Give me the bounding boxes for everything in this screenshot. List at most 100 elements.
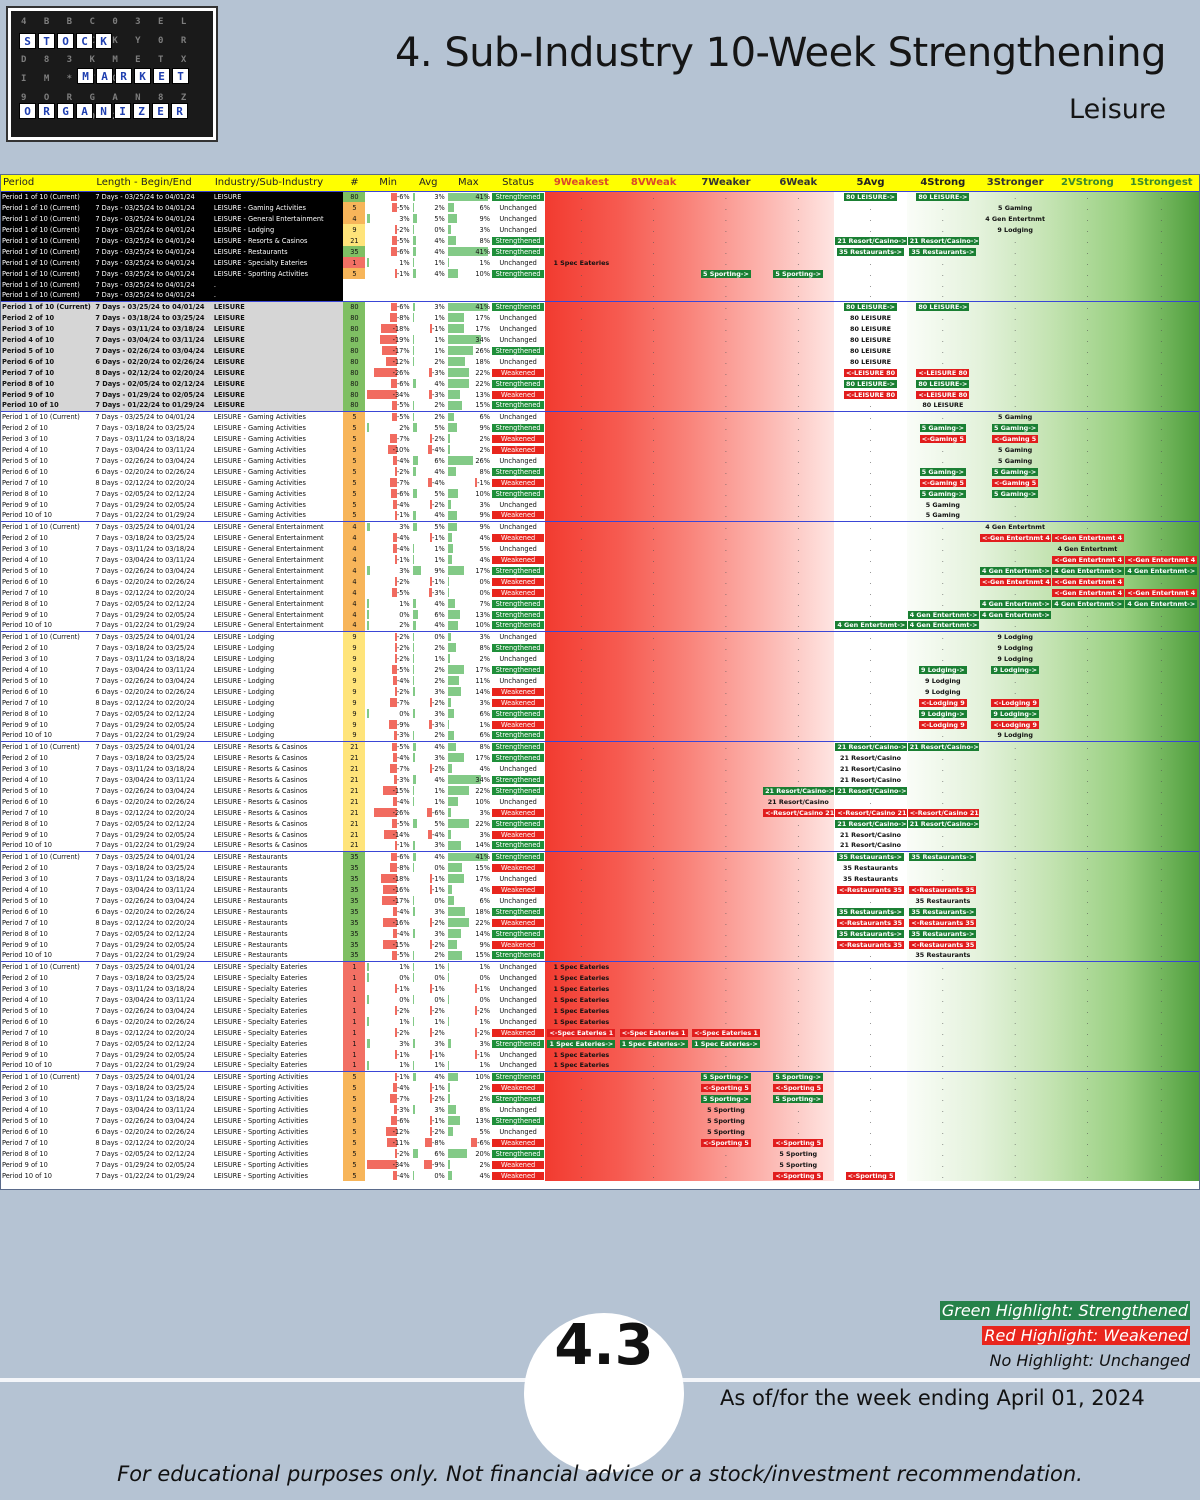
industry-cell: LEISURE - General Entertainment <box>213 566 324 575</box>
industry-cell: LEISURE - Resorts & Casinos <box>213 753 308 762</box>
value-bar <box>395 555 397 564</box>
zone-cell: <-Gen Entertnmt 4 <box>978 576 1052 587</box>
min-cell: -8% <box>365 862 410 873</box>
min-cell: 0% <box>365 708 410 719</box>
zone-cell: . <box>689 576 763 587</box>
min-cell: -4% <box>365 532 410 543</box>
zone-cell: . <box>617 983 690 994</box>
period-cell: Period 10 of 10 <box>1 400 95 411</box>
zone-tag: <-Sporting 5 <box>773 1083 824 1092</box>
value-bar <box>412 192 416 201</box>
zone-cell: . <box>1051 796 1124 807</box>
value-bar <box>388 720 397 729</box>
column-header: Period <box>1 175 95 191</box>
count-cell: 21 <box>343 235 366 246</box>
value-bar <box>447 258 450 267</box>
zone-cell: . <box>617 543 690 554</box>
zone-cell: . <box>1123 268 1199 279</box>
max-cell: 2% <box>446 653 491 664</box>
zone-cell: . <box>978 829 1052 840</box>
max-cell: 9% <box>446 939 491 950</box>
max-cell: 18% <box>446 906 491 917</box>
value-text: -2% <box>396 1149 410 1158</box>
length-cell: 7 Days - 03/25/24 to 04/01/24 <box>94 224 213 235</box>
zone-tag: 80 LEISURE <box>850 324 892 333</box>
value-bar <box>447 533 452 542</box>
min-cell: -1% <box>365 1070 411 1082</box>
table-row: Period 1 of 10 (Current) 7 Days - 03/25/2… <box>1 520 1199 532</box>
max-cell: 22% <box>446 917 491 928</box>
zone-cell: . <box>1123 378 1199 389</box>
zone-cell: . <box>906 960 979 972</box>
table-row: Period 6 of 10 6 Days - 02/20/24 to 02/26… <box>1 466 1199 477</box>
zone-cell: . <box>762 587 835 598</box>
zone-cell: 9 Lodging-> <box>978 664 1052 675</box>
zone-cell: . <box>906 1115 979 1126</box>
zone-cell: . <box>762 664 835 675</box>
zone-cell: 21 Resort/Casino-> <box>906 235 979 246</box>
zone-cell: . <box>1051 367 1124 378</box>
logo-ghost-letters: V 5 T C K Y 0 R D 5 M <box>21 36 203 46</box>
max-cell: 10% <box>445 1070 491 1082</box>
value-text: 5% <box>434 819 445 828</box>
status-badge: Unchanged <box>499 357 537 366</box>
zone-cell: . <box>689 246 763 257</box>
value-text: -4% <box>396 676 410 685</box>
length-cell: 7 Days - 03/25/24 to 04/01/24 <box>94 740 213 752</box>
industry-cell: LEISURE - Specialty Eateries <box>213 1039 308 1048</box>
logo-letter: A <box>76 103 93 119</box>
zone-cell: . <box>762 917 835 928</box>
min-cell: -5% <box>365 400 410 411</box>
industry-cell: LEISURE - Lodging <box>213 709 275 718</box>
value-text: -7% <box>396 1094 410 1103</box>
status-cell: Unchanged <box>491 455 545 466</box>
zone-tag: 1 Spec Eateries <box>553 1061 610 1070</box>
zone-cell: . <box>1051 510 1124 521</box>
zone-cell: . <box>762 565 835 576</box>
zone-cell: <-LEISURE 80 <box>834 367 907 378</box>
status-cell: Unchanged <box>490 410 546 422</box>
zone-cell: . <box>978 1070 1052 1082</box>
value-text: -4% <box>431 478 445 487</box>
status-badge: Strengthened <box>491 401 545 410</box>
min-cell: -6% <box>365 246 410 257</box>
zone-cell: 35 Restaurants-> <box>906 246 979 257</box>
zone-tag: <-LEISURE 80 <box>844 368 898 377</box>
period-cell: Period 3 of 10 <box>2 654 48 663</box>
period-cell: Period 6 of 10 <box>2 797 48 806</box>
status-cell: Strengthened <box>491 620 545 631</box>
table-row: Period 1 of 10 (Current) 7 Days - 03/25/2… <box>1 1070 1199 1082</box>
value-text: -1% <box>396 511 410 520</box>
avg-cell: 1% <box>411 653 446 664</box>
value-text: 1% <box>434 1017 445 1026</box>
avg-cell: 1% <box>411 334 446 345</box>
as-of-date: As of/for the week ending April 01, 2024 <box>720 1386 1145 1410</box>
zone-cell: . <box>978 686 1052 697</box>
zone-cell: . <box>978 543 1052 554</box>
period-cell: Period 5 of 10 <box>2 1116 48 1125</box>
period-cell: Period 2 of 10 <box>1 312 95 323</box>
value-bar <box>430 885 432 894</box>
zone-cell: . <box>617 994 690 1005</box>
zone-cell: 4 Gen Entertnmt-> <box>978 609 1052 620</box>
length-cell: 7 Days - 01/29/24 to 02/05/24 <box>95 830 195 839</box>
value-bar <box>423 1160 432 1169</box>
period-cell: Period 6 of 10 <box>2 1127 48 1136</box>
count-cell: 4 <box>343 609 366 620</box>
table-row: Period 5 of 10 7 Days - 02/26/24 to 03/04… <box>1 1115 1199 1126</box>
zone-tag: 9 Lodging <box>997 643 1033 652</box>
count-cell: 21 <box>343 818 366 829</box>
zone-cell: . <box>834 477 907 488</box>
count-cell: 5 <box>343 433 366 444</box>
min-cell: -2% <box>365 1148 410 1159</box>
zone-cell: 5 Gaming-> <box>906 488 979 499</box>
zone-cell: . <box>545 520 618 532</box>
zone-tag: 35 Restaurants-> <box>909 247 977 256</box>
zone-cell: . <box>689 466 763 477</box>
value-text: 3% <box>479 698 490 707</box>
zone-tag: 35 Restaurants-> <box>909 852 977 861</box>
value-bar <box>394 1006 397 1015</box>
period-cell: Period 4 of 10 <box>1 334 95 345</box>
zone-cell: . <box>1123 994 1199 1005</box>
length-cell: 7 Days - 01/22/24 to 01/29/24 <box>95 511 195 520</box>
